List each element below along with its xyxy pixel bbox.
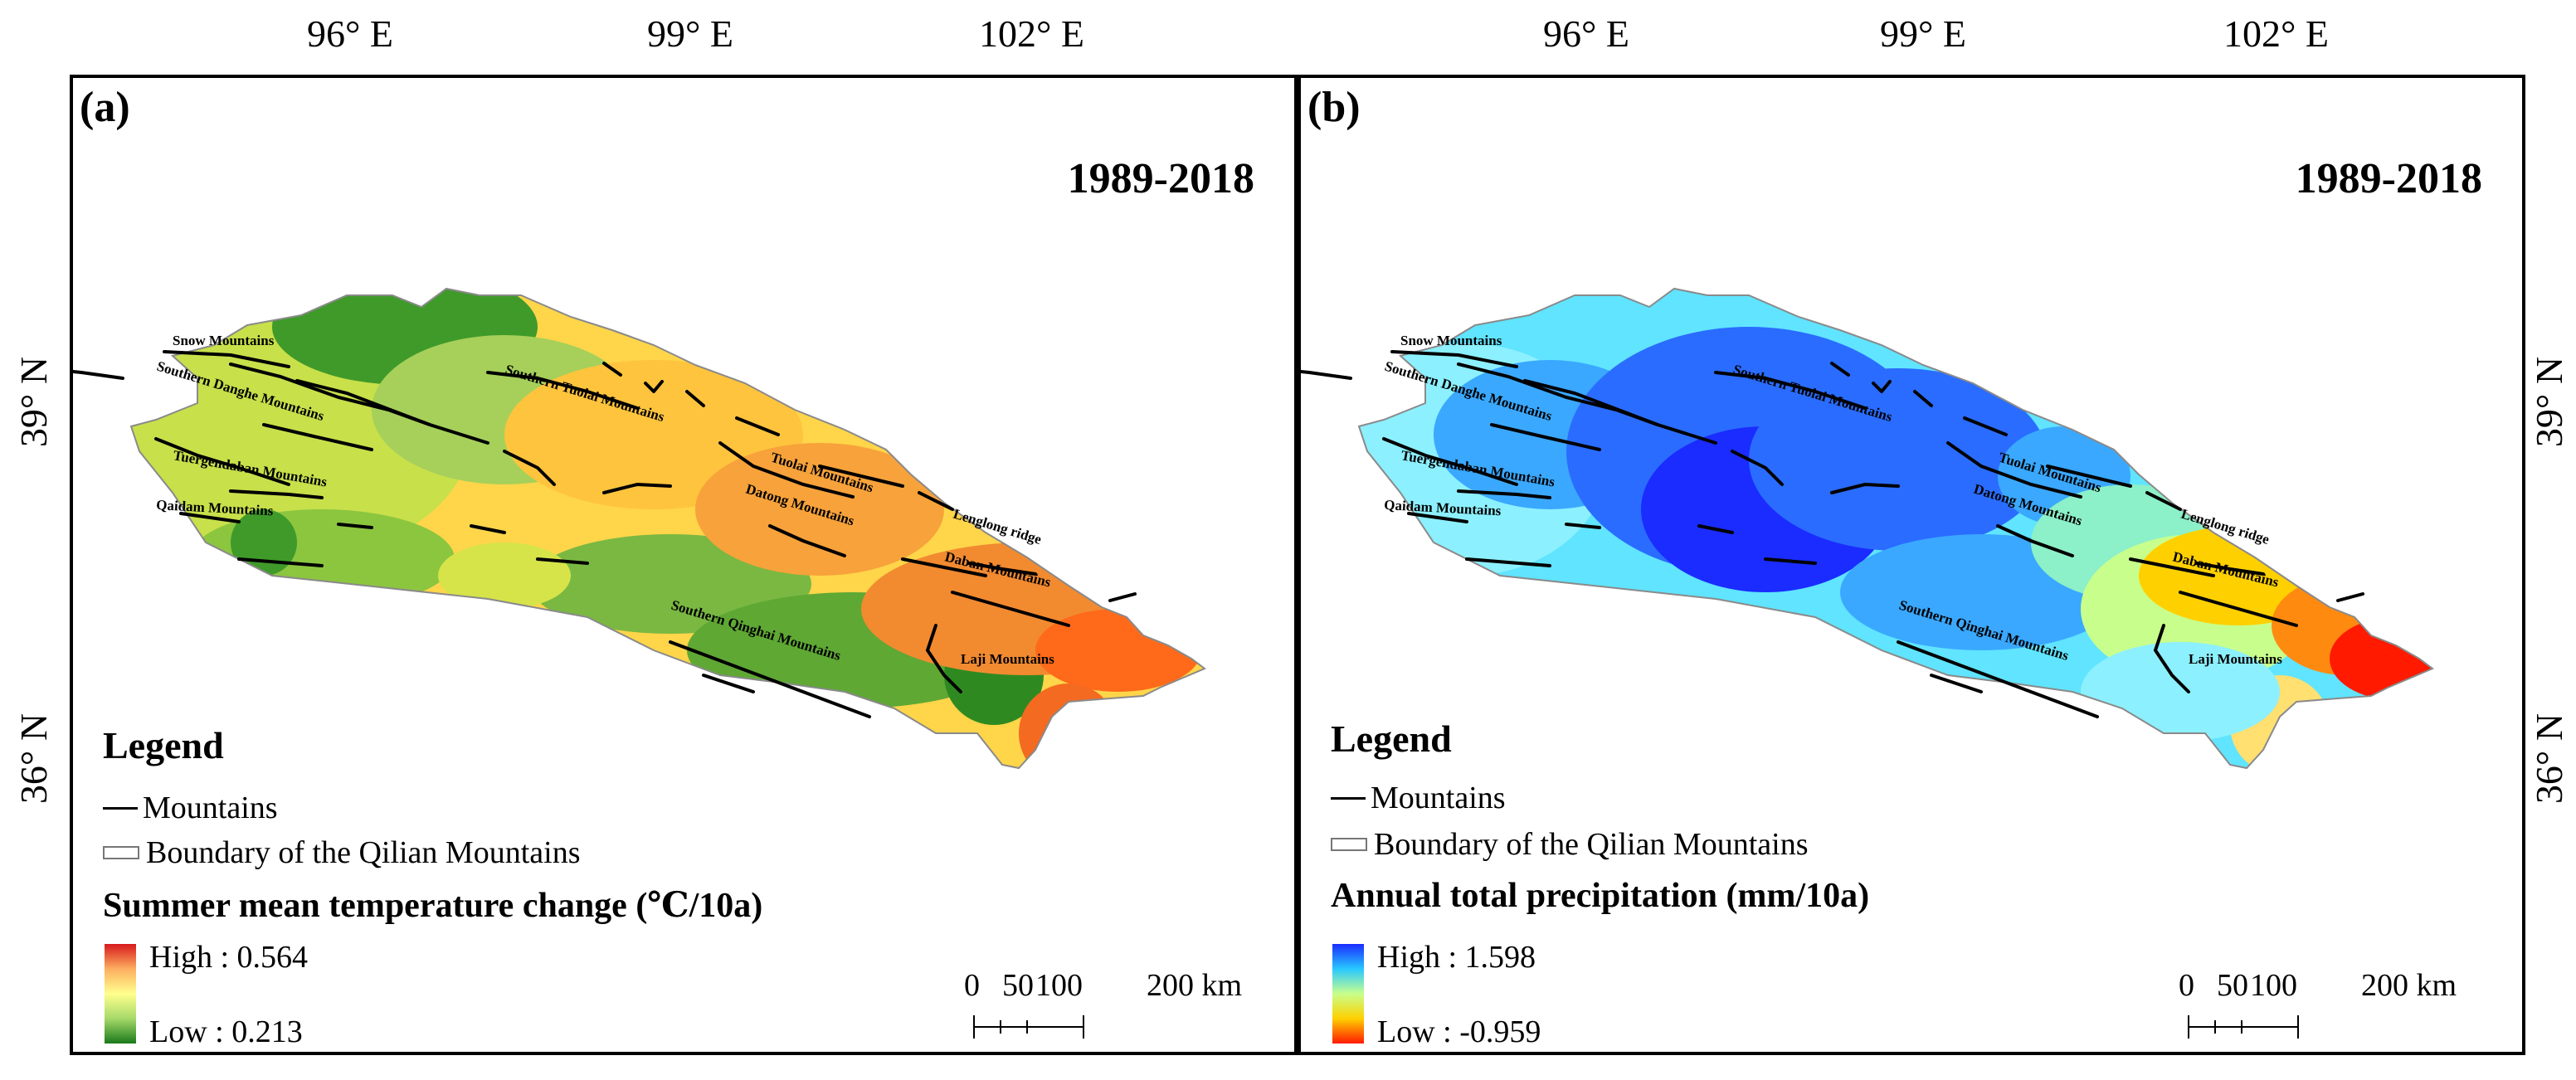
scale-label-0-b: 0: [2179, 968, 2194, 1003]
precipitation-raster: [1359, 289, 2432, 768]
ramp-high-b: High : 1.598: [1377, 940, 1536, 975]
scale-label-200-a: 200 km: [1147, 968, 1243, 1003]
lat-label-39-right: 39° N: [2528, 356, 2571, 448]
legend-mountains-label: Mountains: [143, 791, 278, 825]
scale-bar-a: [973, 1015, 1084, 1039]
legend-mountains-label: Mountains: [1371, 781, 1506, 815]
lon-label-102-right: 102° E: [2223, 12, 2329, 55]
scale-label-50-a: 50: [1002, 968, 1034, 1003]
legend-boundary-b: Boundary of the Qilian Mountains: [1331, 826, 1808, 863]
ramp-high-a: High : 0.564: [149, 940, 309, 975]
panel-label-b: (b): [1307, 84, 1361, 131]
mountain-line-symbol: [103, 806, 138, 810]
scale-label-100-b: 100: [2250, 968, 2297, 1003]
mountain-lines-b: [1301, 350, 2364, 718]
temperature-raster: [131, 289, 1205, 768]
lat-label-36-left: 36° N: [12, 713, 56, 805]
variable-title-b: Annual total precipitation (mm/10a): [1331, 877, 1870, 915]
mountain-lines-a: [73, 350, 1137, 718]
lon-label-99-right: 99° E: [1880, 12, 1966, 55]
legend-title-a: Legend: [103, 724, 224, 766]
legend-boundary-label: Boundary of the Qilian Mountains: [1374, 827, 1809, 862]
map-a: Snow Mountains Southern Danghe Mountains…: [73, 287, 1206, 770]
lon-label-96-left: 96° E: [307, 12, 393, 55]
mountain-line-symbol: [1331, 796, 1366, 800]
label-laji-b: Laji Mountains: [2189, 651, 2282, 667]
legend-mountains-b: Mountains: [1331, 780, 1506, 816]
scale-label-50-b: 50: [2217, 968, 2248, 1003]
label-snow-mountains-a: Snow Mountains: [173, 333, 275, 348]
ramp-low-a: Low : 0.213: [149, 1014, 303, 1049]
legend-boundary-label: Boundary of the Qilian Mountains: [146, 835, 581, 870]
color-ramp-b: [1332, 944, 1364, 1044]
panel-b-precipitation-map: Snow Mountains Southern Danghe Mountains…: [1298, 75, 2525, 1055]
scale-label-0-a: 0: [964, 968, 980, 1003]
label-snow-mountains-b: Snow Mountains: [1400, 333, 1502, 348]
legend-boundary-a: Boundary of the Qilian Mountains: [103, 834, 580, 871]
qilian-boundary-b: [1357, 287, 2434, 770]
boundary-symbol: [1331, 838, 1367, 851]
label-laji-a: Laji Mountains: [961, 651, 1054, 667]
scale-label-200-b: 200 km: [2361, 968, 2457, 1003]
panel-a-temperature-map: Snow Mountains Southern Danghe Mountains…: [70, 75, 1298, 1055]
legend-title-b: Legend: [1331, 718, 1452, 760]
scale-label-100-a: 100: [1035, 968, 1083, 1003]
scale-bar-b: [2188, 1015, 2299, 1039]
lat-label-39-left: 39° N: [12, 356, 56, 448]
panel-label-a: (a): [80, 84, 130, 131]
lat-label-36-right: 36° N: [2528, 713, 2571, 805]
qilian-boundary-a: [129, 287, 1206, 770]
period-label-b: 1989-2018: [2295, 155, 2482, 202]
map-b: Snow Mountains Southern Danghe Mountains…: [1301, 287, 2434, 770]
lon-label-102-left: 102° E: [979, 12, 1084, 55]
color-ramp-a: [105, 944, 136, 1044]
lon-label-99-left: 99° E: [647, 12, 733, 55]
legend-mountains-a: Mountains: [103, 790, 278, 826]
boundary-symbol: [103, 846, 139, 859]
variable-title-a: Summer mean temperature change (℃/10a): [103, 887, 763, 925]
period-label-a: 1989-2018: [1067, 155, 1254, 202]
ramp-low-b: Low : -0.959: [1377, 1014, 1541, 1049]
lon-label-96-right: 96° E: [1543, 12, 1629, 55]
